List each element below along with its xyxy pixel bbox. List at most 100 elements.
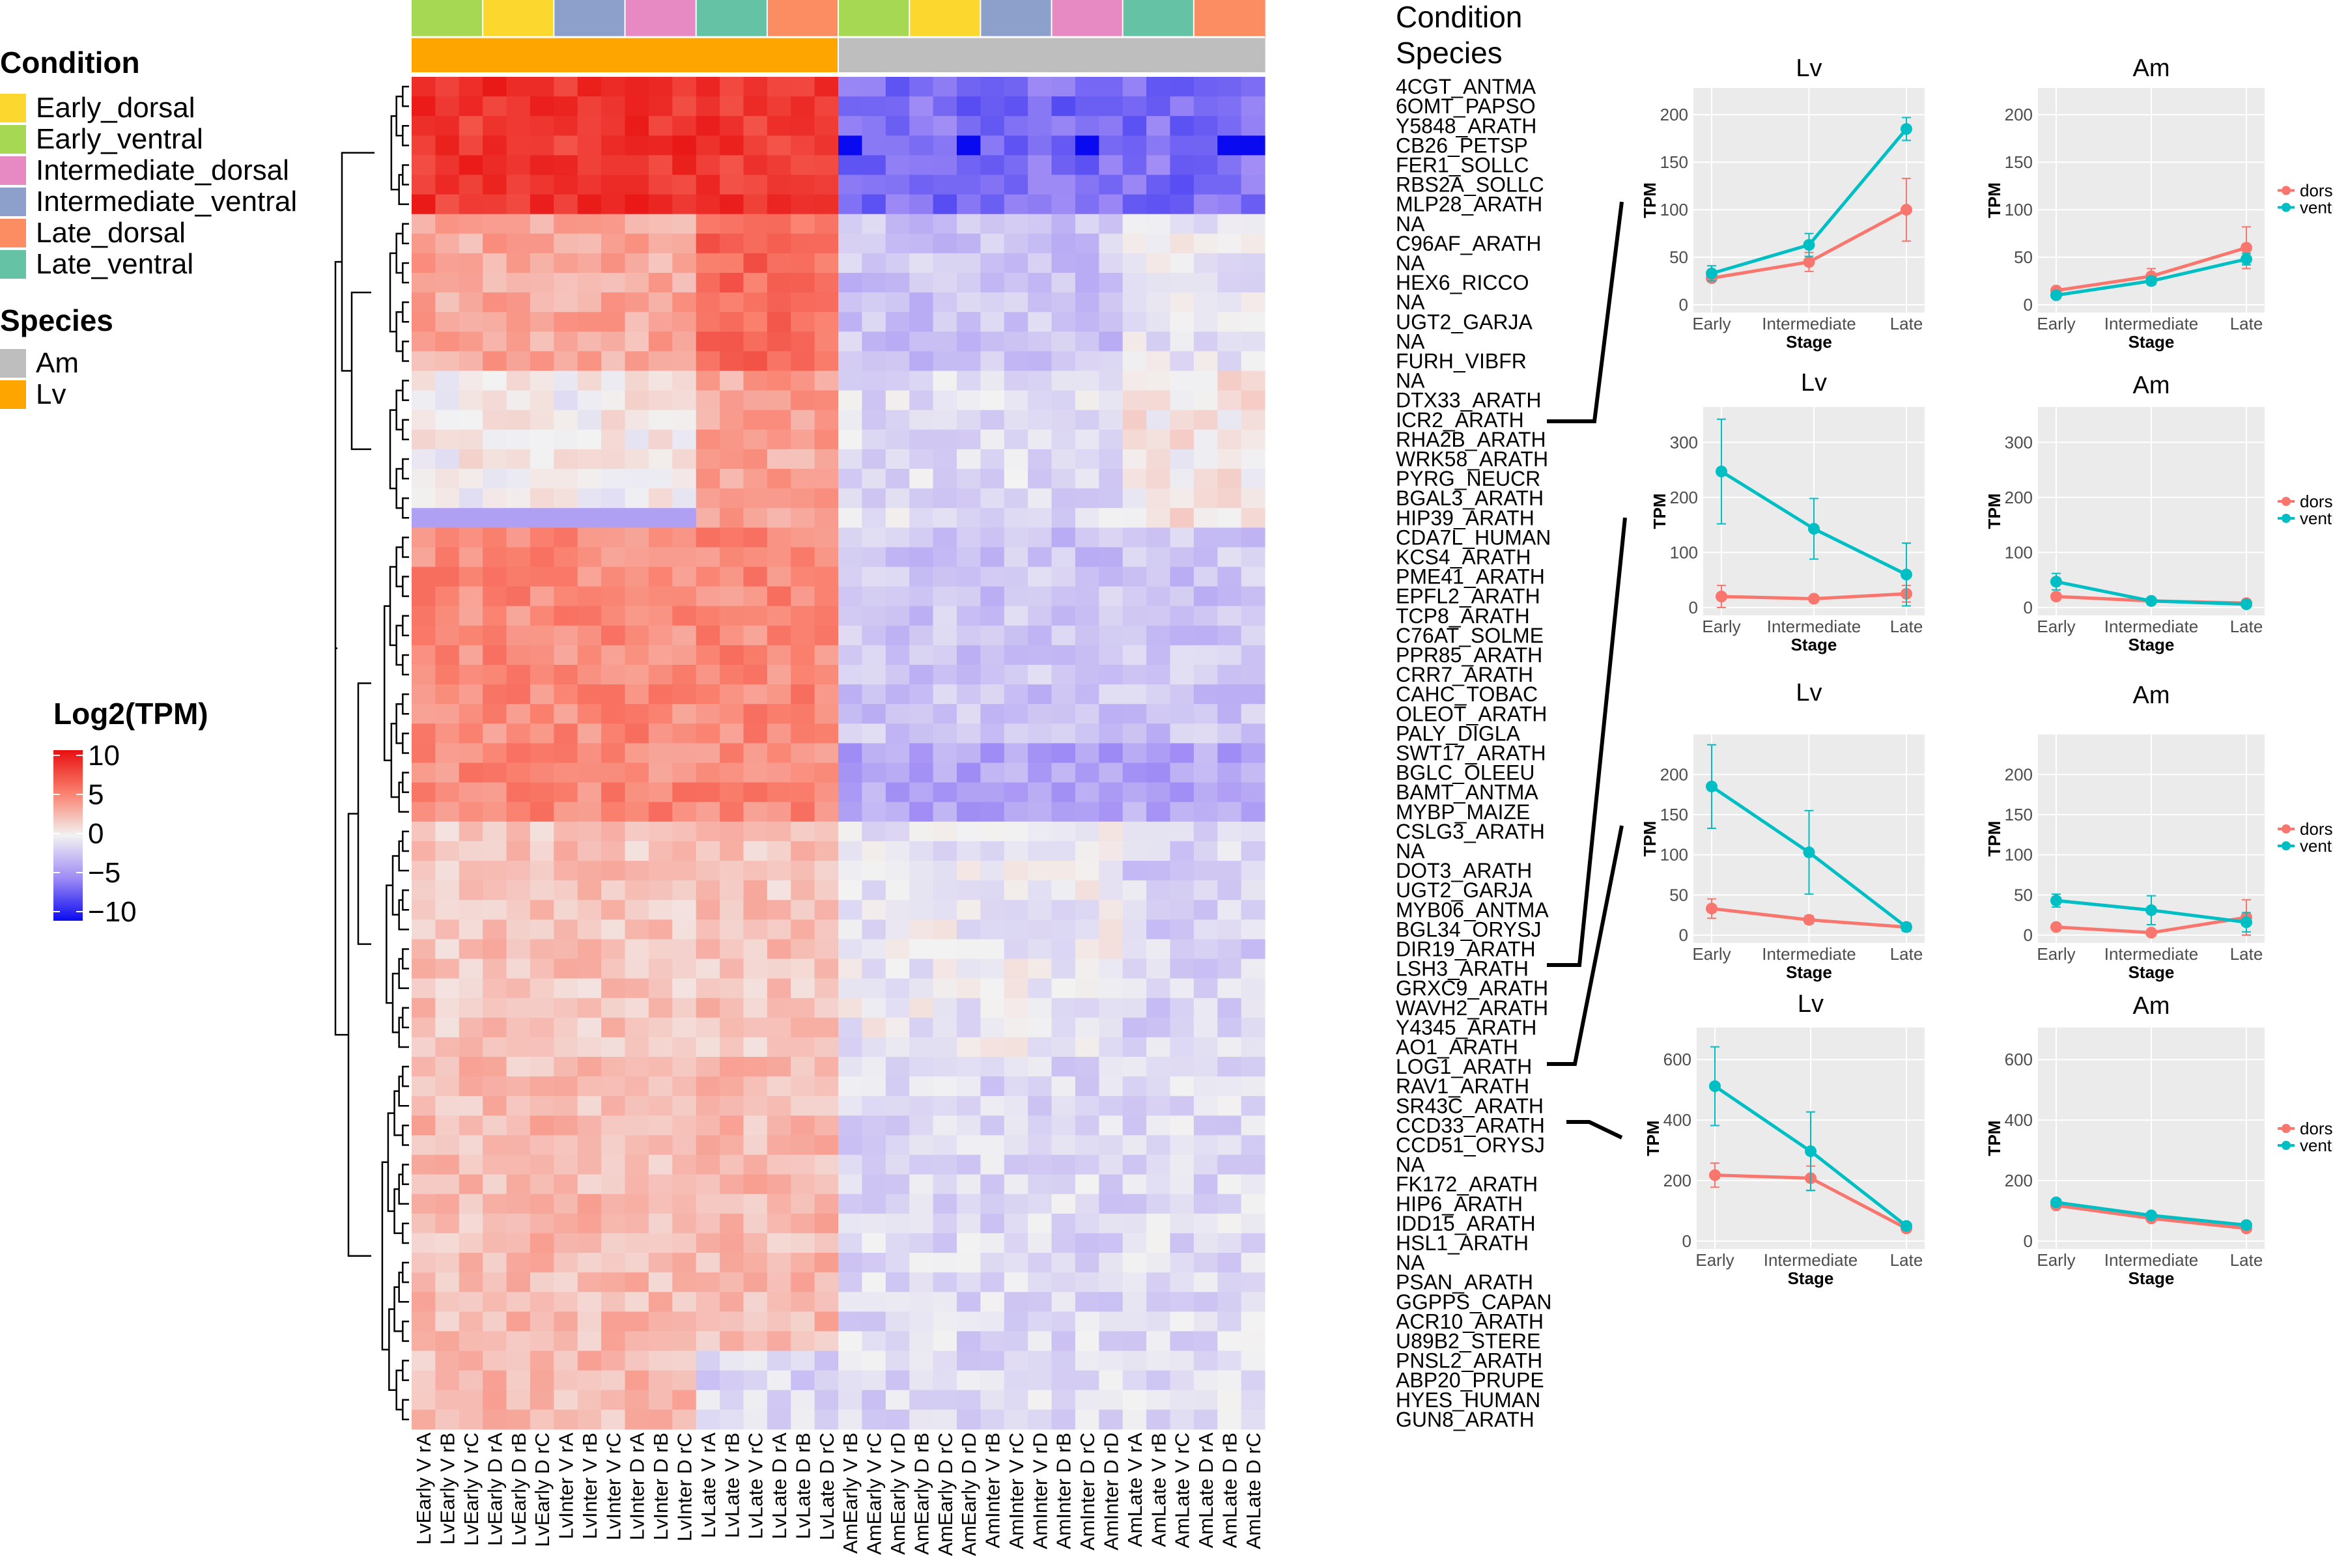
heatmap-cell — [648, 1272, 673, 1293]
heatmap-cell — [577, 253, 602, 273]
heatmap-cell — [648, 116, 673, 136]
heatmap-cell — [648, 77, 673, 97]
heatmap-cell — [696, 547, 720, 567]
heatmap-cell — [909, 1096, 934, 1116]
data-point-ventral — [2241, 598, 2252, 610]
heatmap-cell — [885, 802, 910, 822]
legend-key-dot-dorsal — [2282, 497, 2291, 506]
heatmap-cell — [980, 1390, 1005, 1410]
heatmap-cell — [1193, 1272, 1218, 1293]
heatmap-cell — [601, 1076, 626, 1097]
heatmap-cell — [885, 77, 910, 97]
heatmap-cell — [1217, 429, 1242, 450]
species-annotation-cell — [1146, 37, 1171, 72]
heatmap-cell — [577, 1037, 602, 1057]
heatmap-cell — [625, 1115, 649, 1136]
heatmap-cell — [648, 449, 673, 469]
heatmap-cell — [648, 939, 673, 959]
heatmap-cell — [506, 312, 531, 332]
heatmap-cell — [625, 704, 649, 724]
heatmap-cell — [885, 1115, 910, 1136]
heatmap-cell — [1122, 743, 1147, 763]
heatmap-cell — [601, 1057, 626, 1077]
heatmap-cell — [506, 1017, 531, 1038]
heatmap-cell — [530, 861, 554, 881]
heatmap-cell — [767, 233, 791, 254]
heatmap-cell — [720, 841, 744, 861]
heatmap-cell — [885, 1174, 910, 1195]
heatmap-cell — [1075, 900, 1099, 920]
heatmap-cell — [1193, 743, 1218, 763]
data-point-ventral — [1706, 267, 1718, 279]
heatmap-cell — [625, 782, 649, 803]
heatmap-cell — [648, 1174, 673, 1195]
heatmap-cell — [909, 1253, 934, 1273]
heatmap-cell — [648, 841, 673, 861]
heatmap-cell — [838, 1057, 862, 1077]
column-label: LvEarly V rC — [460, 1433, 483, 1546]
heatmap-cell — [1170, 390, 1195, 411]
condition-annotation-cell — [672, 0, 697, 37]
heatmap-cell — [791, 665, 815, 685]
heatmap-cell — [459, 998, 483, 1018]
heatmap-cell — [648, 1194, 673, 1214]
heatmap-cell — [1193, 586, 1218, 607]
heatmap-cell — [1122, 978, 1147, 999]
heatmap-cell — [554, 782, 578, 803]
heatmap-cell — [838, 1155, 862, 1175]
data-point-dorsal — [2050, 921, 2062, 933]
heatmap-cell — [435, 449, 460, 469]
gene-label: CRR7_ARATH — [1396, 663, 1533, 686]
condition-annotation-cell — [1217, 0, 1242, 37]
species-annotation-cell — [1051, 37, 1076, 72]
heatmap-cell — [1193, 449, 1218, 469]
y-tick-label: 0 — [2024, 1231, 2033, 1251]
heatmap-cell — [483, 410, 507, 430]
heatmap-cell — [648, 1292, 673, 1312]
heatmap-cell — [814, 135, 839, 156]
heatmap-cell — [1004, 861, 1028, 881]
heatmap-cell — [435, 1213, 460, 1234]
heatmap-cell — [696, 371, 720, 391]
heatmap-cell — [909, 959, 934, 979]
heatmap-cell — [743, 1311, 768, 1332]
heatmap-cell — [530, 194, 554, 215]
legend-label-ventral: ventral — [2300, 836, 2333, 856]
heatmap-cell — [814, 586, 839, 607]
y-axis-title: TPM — [1640, 182, 1660, 218]
heatmap-cell — [435, 1351, 460, 1371]
heatmap-cell — [1122, 704, 1147, 724]
heatmap-cell — [577, 96, 602, 117]
heatmap-cell — [459, 900, 483, 920]
heatmap-cell — [554, 429, 578, 450]
left-legend: Condition Early_dorsalEarly_ventralInter… — [0, 46, 297, 928]
heatmap-cell — [909, 763, 934, 783]
heatmap-cell — [648, 861, 673, 881]
heatmap-cell — [1051, 861, 1076, 881]
heatmap-cell — [862, 665, 886, 685]
heatmap-cell — [767, 508, 791, 528]
heatmap-cell — [648, 1331, 673, 1351]
heatmap-cell — [791, 1253, 815, 1273]
species-annotation-cell — [412, 37, 436, 72]
heatmap-cell — [1146, 292, 1170, 313]
heatmap-cell — [720, 1370, 744, 1391]
heatmap-cell — [1051, 449, 1076, 469]
heatmap-cell — [838, 704, 862, 724]
heatmap-cell — [672, 723, 697, 744]
condition-legend-title: Condition — [0, 46, 140, 79]
heatmap-cell — [862, 1096, 886, 1116]
heatmap-cell — [1122, 1292, 1147, 1312]
heatmap-cell — [933, 959, 957, 979]
heatmap-cell — [1051, 1390, 1076, 1410]
heatmap-cell — [814, 1213, 839, 1234]
heatmap-cell — [814, 292, 839, 313]
heatmap-cell — [791, 1115, 815, 1136]
heatmap-cell — [506, 292, 531, 313]
heatmap-cell — [577, 939, 602, 959]
heatmap-cell — [720, 547, 744, 567]
heatmap-cell — [1170, 1253, 1195, 1273]
heatmap-cell — [980, 1409, 1005, 1430]
heatmap-cell — [554, 1292, 578, 1312]
heatmap-cell — [885, 214, 910, 234]
